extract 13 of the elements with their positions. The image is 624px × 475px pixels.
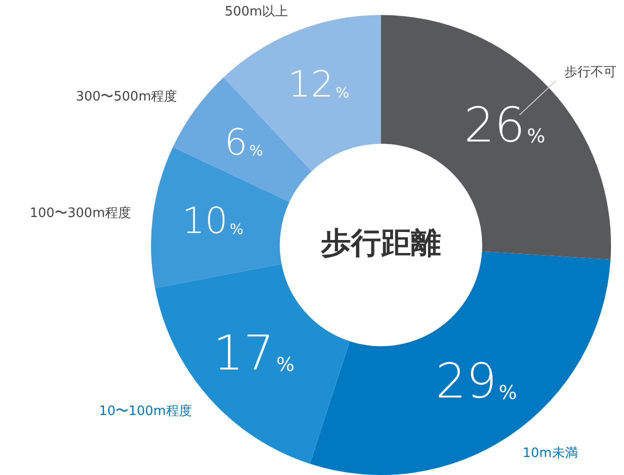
data-label: 6% — [224, 122, 264, 164]
slice-label: 300〜500m程度 — [76, 88, 178, 104]
slice-label: 10m未満 — [522, 446, 578, 461]
data-label: 12% — [288, 64, 350, 106]
slice-label: 100〜300m程度 — [30, 204, 131, 221]
slice-label: 500m以上 — [224, 4, 288, 20]
data-label: 29% — [436, 354, 517, 410]
data-label: 17% — [213, 326, 294, 382]
slice-label: 歩行不可 — [564, 64, 617, 80]
text: 歩行距離 — [320, 226, 441, 261]
data-label: 26% — [464, 97, 546, 154]
data-label: 10% — [182, 201, 244, 242]
slice-label: 10〜100m程度 — [98, 403, 192, 420]
